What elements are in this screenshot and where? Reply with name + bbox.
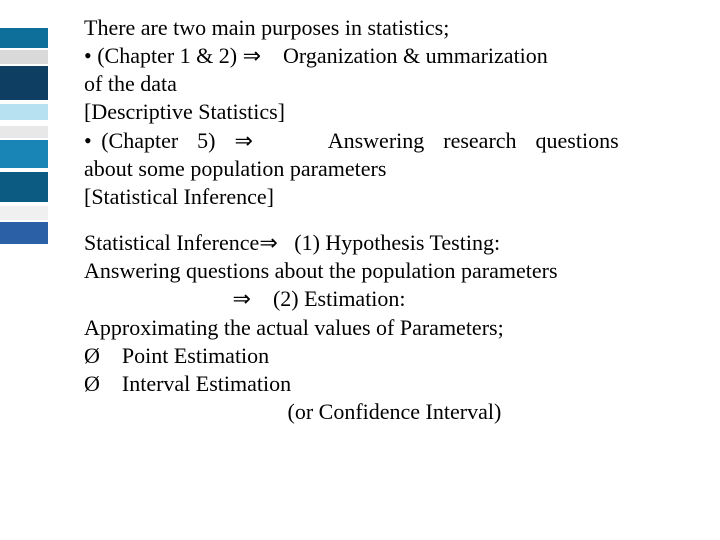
bullet-2-a: • (Chapter 5) — [84, 128, 235, 153]
descriptive-label: [Descriptive Statistics] — [84, 99, 285, 124]
inf-line6: Ø Interval Estimation — [84, 371, 291, 396]
inf-line4: Approximating the actual values of Param… — [84, 315, 504, 340]
inf-line1-a: Statistical Inference — [84, 230, 259, 255]
inf-line3-b: (2) Estimation: — [251, 286, 406, 311]
slide-body: There are two main purposes in statistic… — [84, 14, 644, 444]
sidebar-stripe — [0, 222, 48, 244]
sidebar-stripe — [0, 104, 48, 120]
sidebar-stripe — [0, 126, 48, 138]
bullet-2-b: Answering research questions — [253, 128, 619, 153]
decorative-sidebar — [0, 0, 48, 540]
paragraph-purposes: There are two main purposes in statistic… — [84, 14, 644, 211]
sidebar-stripe — [0, 28, 48, 48]
bullet-2-c: about some population parameters — [84, 156, 386, 181]
slide: There are two main purposes in statistic… — [0, 0, 720, 540]
inf-line3-pad — [84, 286, 233, 311]
bullet-1-a: • (Chapter 1 & 2) — [84, 43, 243, 68]
arrow-icon: ⇒ — [259, 229, 277, 257]
inf-line2: Answering questions about the population… — [84, 258, 558, 283]
paragraph-inference: Statistical Inference⇒ (1) Hypothesis Te… — [84, 229, 644, 426]
sidebar-stripe — [0, 172, 48, 202]
inf-line7: (or Confidence Interval) — [84, 399, 501, 424]
bullet-1-c: of the data — [84, 71, 177, 96]
sidebar-stripe — [0, 66, 48, 100]
bullet-1-b: Organization & ummarization — [261, 43, 548, 68]
sidebar-stripe — [0, 206, 48, 220]
arrow-icon: ⇒ — [235, 127, 253, 155]
inf-line5: Ø Point Estimation — [84, 343, 269, 368]
inf-line1-b: (1) Hypothesis Testing: — [278, 230, 500, 255]
arrow-icon: ⇒ — [243, 42, 261, 70]
intro-line: There are two main purposes in statistic… — [84, 15, 449, 40]
sidebar-stripe — [0, 50, 48, 64]
sidebar-stripe — [0, 140, 48, 168]
arrow-icon: ⇒ — [233, 285, 251, 313]
inference-label: [Statistical Inference] — [84, 184, 274, 209]
